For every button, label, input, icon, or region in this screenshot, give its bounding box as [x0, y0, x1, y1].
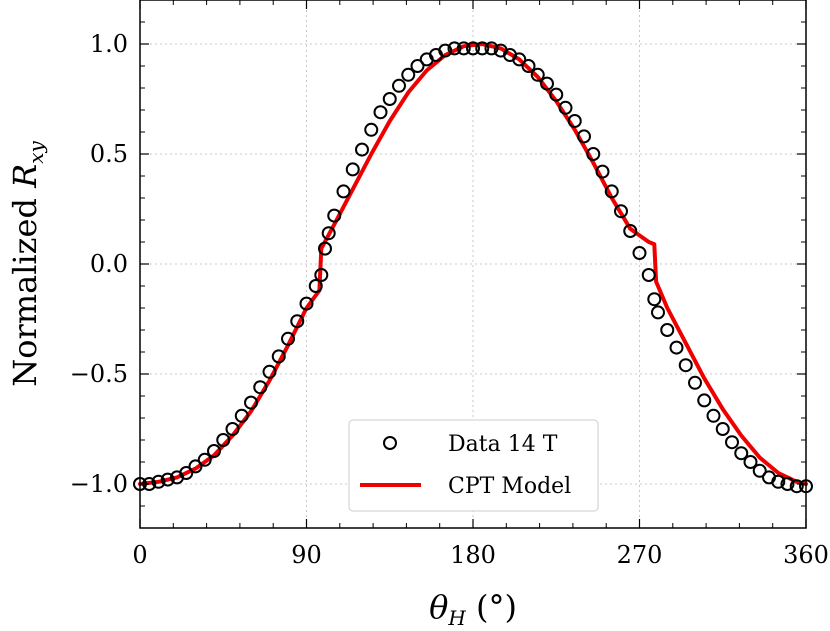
data-point: [484, 41, 499, 56]
data-point: [253, 380, 268, 395]
data-point: [475, 41, 490, 56]
y-tick-label: −0.5: [70, 360, 128, 388]
y-axis-title: Normalized Rxy: [6, 141, 48, 387]
data-point: [780, 477, 795, 491]
data-point: [364, 122, 379, 137]
data-point: [244, 395, 258, 410]
data-point: [373, 105, 388, 120]
data-point: [715, 422, 730, 436]
data-point: [179, 466, 194, 480]
data-point: [678, 358, 693, 373]
x-tick-label: 90: [291, 541, 322, 569]
data-point: [604, 184, 619, 199]
legend-box: [348, 419, 599, 512]
data-point: [336, 184, 351, 199]
data-point: [466, 41, 480, 56]
data-point: [697, 393, 712, 408]
y-tick-label: 0.0: [90, 250, 128, 278]
data-point: [308, 279, 323, 293]
data-point: [318, 241, 332, 256]
data-point: [530, 67, 545, 82]
x-tick-labels: 0 90 180 270 360: [132, 541, 829, 569]
data-point: [392, 78, 406, 93]
data-point: [558, 100, 573, 115]
model-line-layer: [138, 42, 808, 486]
x-tick-label: 0: [132, 541, 147, 569]
data-point: [314, 268, 329, 282]
legend-marker-data: [383, 436, 397, 450]
data-point: [327, 208, 342, 223]
data-point: [660, 323, 675, 337]
data-point: [382, 92, 397, 106]
data-point: [207, 444, 221, 458]
legend: Data 14 T CPT Model: [348, 419, 599, 512]
data-point: [456, 41, 471, 56]
data-point: [614, 204, 628, 219]
data-point: [447, 41, 462, 56]
data-point: [410, 59, 425, 73]
legend-label-data: Data 14 T: [448, 432, 558, 457]
data-point: [281, 331, 295, 346]
x-axis-title: θH (°): [429, 588, 517, 630]
data-point: [160, 472, 175, 487]
data-point: [262, 364, 277, 379]
data-point: [540, 76, 554, 91]
legend-label-model: CPT Model: [448, 474, 571, 499]
data-point: [669, 340, 684, 355]
x-tick-label: 360: [783, 541, 829, 569]
y-tick-labels: −1.0 −0.5 0.0 0.5 1.0: [70, 30, 128, 498]
data-point: [225, 422, 240, 436]
model-line: [138, 42, 808, 486]
data-point: [321, 226, 336, 241]
data-point: [512, 52, 527, 67]
data-point: [688, 375, 702, 390]
data-point: [299, 296, 314, 311]
data-point: [234, 408, 249, 423]
data-point: [438, 43, 453, 58]
data-point: [151, 474, 166, 489]
y-tick-label: −1.0: [70, 470, 128, 498]
data-point: [521, 59, 536, 73]
data-point: [632, 246, 647, 260]
data-point: [290, 314, 305, 329]
data-point: [595, 164, 610, 179]
data-point: [271, 349, 286, 364]
x-tick-label: 180: [450, 541, 496, 569]
y-tick-label: 0.5: [90, 140, 128, 168]
data-point: [549, 87, 564, 102]
data-point: [577, 129, 591, 144]
x-tick-label: 270: [617, 541, 663, 569]
data-point: [647, 292, 662, 307]
data-point: [641, 268, 656, 282]
data-points-layer: [133, 41, 813, 494]
data-point: [188, 459, 203, 474]
data-point: [734, 446, 749, 461]
data-point: [567, 114, 582, 128]
data-point: [771, 474, 786, 489]
data-point: [345, 162, 360, 177]
data-point: [752, 463, 767, 478]
data-point: [623, 224, 638, 238]
data-point: [725, 435, 739, 450]
data-point: [743, 455, 758, 469]
axis-ticks: [139, 0, 807, 528]
data-point: [355, 142, 369, 157]
data-point: [197, 452, 212, 467]
data-point: [586, 147, 601, 161]
data-point: [706, 408, 721, 423]
data-point: [651, 305, 665, 320]
data-point: [401, 67, 416, 82]
data-point: [789, 479, 804, 494]
data-point: [216, 433, 231, 447]
y-tick-label: 1.0: [90, 30, 128, 58]
